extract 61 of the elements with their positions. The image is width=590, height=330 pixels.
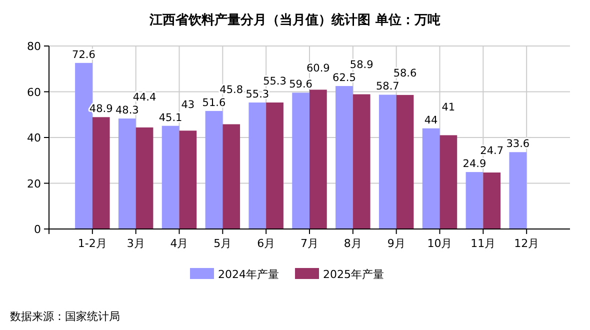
data-label: 55.3 (263, 76, 286, 88)
data-label: 45.1 (158, 112, 182, 124)
data-label: 41 (442, 101, 456, 114)
x-tick-label: 5月 (214, 237, 232, 250)
bar (205, 110, 223, 229)
bar (136, 127, 154, 229)
data-label: 43 (181, 98, 195, 111)
data-label: 48.9 (89, 103, 113, 116)
bar (292, 92, 310, 229)
legend-label: 2025年产量 (323, 268, 384, 281)
data-label: 62.5 (332, 72, 356, 84)
data-label: 48.3 (115, 104, 139, 117)
y-tick-label: 40 (27, 132, 41, 144)
data-label: 58.6 (393, 68, 418, 80)
x-tick-label: 10月 (427, 237, 452, 250)
y-tick-label: 0 (34, 223, 41, 236)
data-label: 58.7 (376, 80, 400, 93)
x-tick-label: 8月 (344, 237, 362, 250)
data-label: 55.3 (246, 88, 270, 100)
bar (92, 117, 110, 229)
bar (118, 118, 136, 229)
bar (266, 102, 284, 229)
data-label: 24.7 (480, 145, 504, 158)
bar (378, 94, 396, 229)
bar (509, 152, 527, 229)
x-tick-label: 6月 (257, 237, 276, 250)
data-label: 44.4 (132, 92, 157, 104)
bar (222, 124, 240, 229)
chart-title: 江西省饮料产量分月（当月值）统计图 单位：万吨 (148, 12, 440, 28)
bar (179, 130, 197, 229)
bar (336, 86, 353, 229)
bar (352, 94, 370, 229)
x-tick-label: 4月 (170, 237, 188, 250)
data-label: 60.9 (306, 62, 330, 75)
data-label: 44 (424, 114, 438, 126)
x-tick-label: 7月 (300, 237, 318, 250)
bar (162, 126, 180, 229)
bar (440, 135, 458, 229)
x-tick-label: 12月 (514, 237, 540, 250)
bar (466, 172, 484, 229)
data-label: 72.6 (72, 48, 96, 61)
source-note: 数据来源：国家统计局 (10, 310, 120, 323)
x-tick-label: 3月 (126, 237, 145, 250)
data-label: 45.8 (220, 84, 244, 96)
bar (248, 102, 266, 229)
bar (396, 94, 414, 229)
data-label: 51.6 (202, 96, 226, 109)
data-label: 24.9 (462, 158, 486, 170)
y-tick-label: 20 (27, 177, 41, 190)
data-label: 58.9 (350, 59, 374, 72)
x-tick-label: 9月 (387, 237, 406, 250)
legend-label: 2024年产量 (218, 268, 279, 281)
x-tick-label: 1-2月 (78, 237, 107, 250)
y-tick-label: 60 (27, 86, 41, 99)
bar (422, 128, 440, 229)
x-tick-label: 11月 (470, 237, 496, 250)
bar (483, 172, 501, 229)
bar (310, 90, 327, 229)
y-tick-label: 80 (27, 40, 41, 53)
data-label: 59.6 (289, 78, 313, 91)
data-label: 33.6 (506, 138, 530, 150)
